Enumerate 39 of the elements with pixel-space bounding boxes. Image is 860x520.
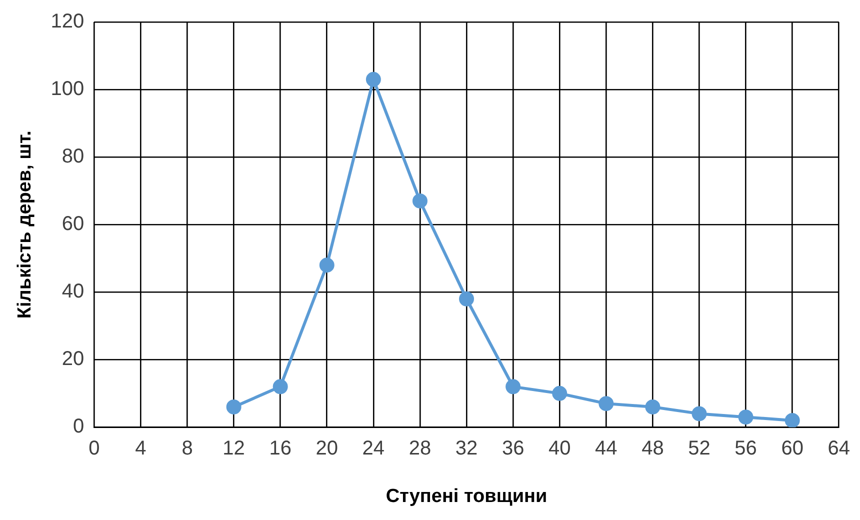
- y-tick-label: 120: [50, 10, 84, 33]
- x-tick-label: 40: [548, 438, 571, 460]
- point: [552, 386, 568, 401]
- y-tick-label: 0: [73, 416, 84, 438]
- y-axis-title: Кількість дерев, шт.: [14, 130, 36, 319]
- y-tick-label: 40: [62, 280, 84, 303]
- point: [319, 258, 334, 273]
- x-tick-label: 32: [455, 438, 478, 460]
- point: [272, 379, 288, 394]
- point: [598, 396, 614, 412]
- x-tick-label: 8: [182, 438, 193, 460]
- x-tick-label: 36: [502, 438, 524, 460]
- x-tick-label: 64: [828, 438, 850, 460]
- y-tick-label: 100: [50, 78, 84, 100]
- x-tick-label: 60: [781, 438, 804, 460]
- point: [692, 406, 707, 422]
- y-tick-label: 60: [62, 213, 84, 236]
- x-tick-label: 20: [316, 438, 338, 460]
- point: [459, 291, 474, 306]
- x-tick-label: 24: [362, 438, 385, 460]
- y-tick-label: 80: [62, 146, 84, 168]
- x-tick-label: 52: [688, 438, 710, 460]
- y-tick-label: 20: [62, 348, 84, 370]
- point: [366, 72, 381, 87]
- x-axis-title: Ступені товщини: [386, 486, 548, 507]
- point: [784, 412, 800, 428]
- x-tick-label: 56: [734, 438, 757, 460]
- point: [645, 399, 660, 414]
- x-tick-label: 12: [222, 438, 245, 460]
- x-tick-label: 48: [642, 438, 664, 460]
- x-tick-label: 44: [595, 438, 618, 460]
- x-tick-label: 0: [88, 438, 100, 460]
- x-tick-label: 16: [269, 438, 292, 460]
- x-tick-label: 4: [135, 438, 146, 460]
- point: [738, 410, 754, 425]
- x-tick-label: 28: [408, 438, 432, 460]
- point: [226, 399, 242, 414]
- point: [506, 379, 521, 394]
- point: [412, 193, 428, 208]
